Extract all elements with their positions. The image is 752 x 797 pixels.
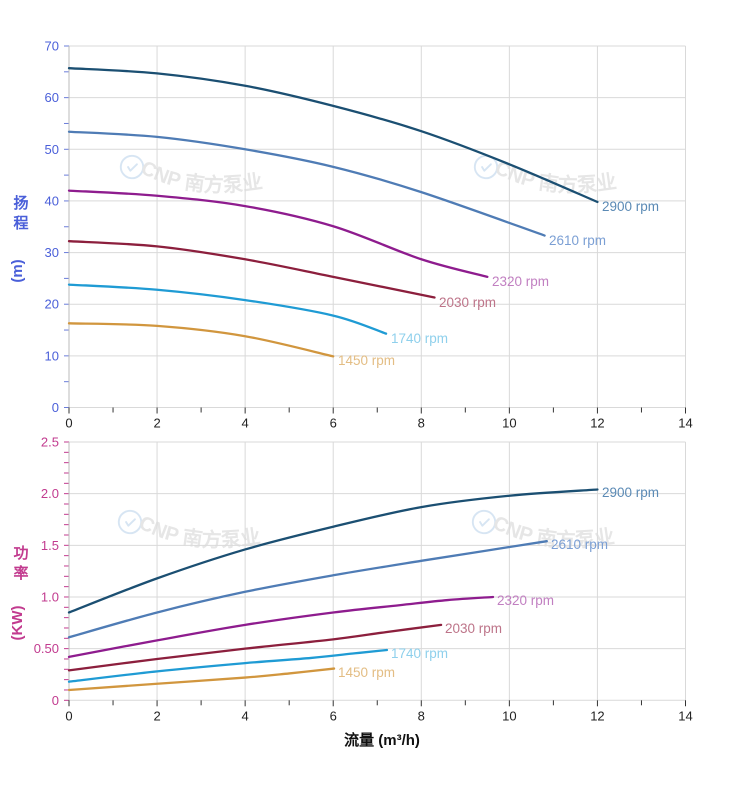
svg-text:14: 14: [678, 416, 692, 431]
svg-text:0: 0: [52, 400, 59, 415]
svg-text:2320 rpm: 2320 rpm: [497, 593, 554, 608]
svg-text:扬: 扬: [13, 194, 28, 212]
svg-text:30: 30: [45, 245, 59, 260]
svg-text:0: 0: [65, 416, 72, 431]
svg-text:2610 rpm: 2610 rpm: [551, 537, 608, 552]
svg-text:2030 rpm: 2030 rpm: [439, 295, 496, 310]
svg-text:8: 8: [418, 416, 425, 431]
svg-text:2900 rpm: 2900 rpm: [602, 485, 659, 500]
svg-text:6: 6: [330, 416, 337, 431]
svg-text:1.0: 1.0: [41, 589, 59, 604]
svg-text:10: 10: [502, 708, 516, 723]
svg-text:1450 rpm: 1450 rpm: [338, 353, 395, 368]
svg-text:程: 程: [13, 215, 28, 232]
svg-text:10: 10: [502, 416, 516, 431]
svg-text:0: 0: [52, 693, 59, 708]
svg-text:2.5: 2.5: [41, 435, 59, 450]
svg-text:40: 40: [45, 193, 59, 208]
svg-text:2: 2: [153, 708, 160, 723]
svg-text:2610 rpm: 2610 rpm: [549, 233, 606, 248]
svg-text:2.0: 2.0: [41, 486, 59, 501]
svg-text:0.50: 0.50: [34, 641, 59, 656]
svg-text:14: 14: [678, 708, 692, 723]
svg-text:4: 4: [242, 416, 249, 431]
svg-text:率: 率: [13, 564, 28, 582]
svg-text:60: 60: [45, 90, 59, 105]
svg-text:功: 功: [13, 545, 28, 562]
svg-text:4: 4: [242, 708, 249, 723]
svg-text:1.5: 1.5: [41, 538, 59, 553]
svg-text:12: 12: [590, 708, 604, 723]
svg-text:2320 rpm: 2320 rpm: [492, 274, 549, 289]
svg-text:2900 rpm: 2900 rpm: [602, 199, 659, 214]
svg-text:12: 12: [590, 416, 604, 431]
svg-text:1740 rpm: 1740 rpm: [391, 646, 448, 661]
svg-text:20: 20: [45, 297, 59, 312]
svg-text:2030 rpm: 2030 rpm: [445, 621, 502, 636]
svg-text:8: 8: [418, 708, 425, 723]
svg-text:1450 rpm: 1450 rpm: [338, 665, 395, 680]
svg-text:(m): (m): [9, 259, 26, 282]
svg-text:2: 2: [153, 416, 160, 431]
svg-text:流量 (m³/h): 流量 (m³/h): [344, 731, 420, 749]
svg-text:10: 10: [45, 348, 59, 363]
svg-text:(KW): (KW): [9, 606, 26, 641]
svg-text:50: 50: [45, 142, 59, 157]
svg-text:0: 0: [65, 708, 72, 723]
svg-text:70: 70: [45, 39, 59, 54]
svg-text:1740 rpm: 1740 rpm: [391, 331, 448, 346]
svg-text:6: 6: [330, 708, 337, 723]
